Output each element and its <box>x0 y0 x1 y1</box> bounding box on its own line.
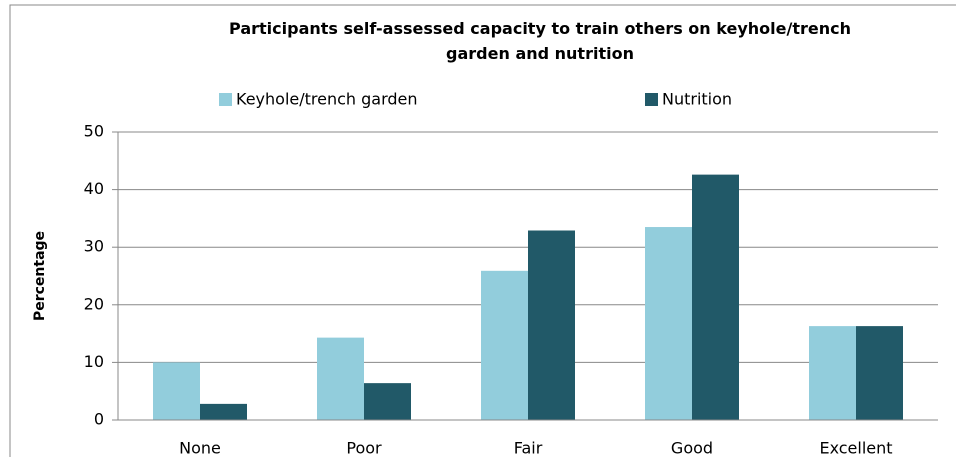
bar <box>809 326 856 420</box>
y-tick-label: 50 <box>84 122 104 141</box>
bar <box>645 227 692 420</box>
x-tick-label: Good <box>671 439 713 457</box>
legend-label: Nutrition <box>662 90 732 109</box>
legend-label: Keyhole/trench garden <box>236 90 418 109</box>
x-tick-label: Fair <box>514 439 543 457</box>
chart-title: Participants self-assessed capacity to t… <box>229 19 851 63</box>
x-tick-label: Poor <box>346 439 382 457</box>
x-tick-label: Excellent <box>819 439 892 457</box>
x-tick-label: None <box>179 439 221 457</box>
chart-border <box>9 4 956 457</box>
bar <box>364 383 411 420</box>
y-tick-label: 20 <box>84 294 104 313</box>
legend-swatch <box>645 93 658 106</box>
bar <box>317 337 364 420</box>
legend-swatch <box>219 93 232 106</box>
y-tick-label: 40 <box>84 179 104 198</box>
bar <box>692 174 739 420</box>
bar <box>481 270 528 420</box>
bar <box>200 403 247 420</box>
y-axis-label: Percentage <box>32 231 48 321</box>
bar <box>528 230 575 420</box>
bar <box>856 326 903 420</box>
y-tick-label: 0 <box>94 410 104 429</box>
y-tick-label: 10 <box>84 352 104 371</box>
bar <box>153 362 200 420</box>
y-tick-label: 30 <box>84 237 104 256</box>
